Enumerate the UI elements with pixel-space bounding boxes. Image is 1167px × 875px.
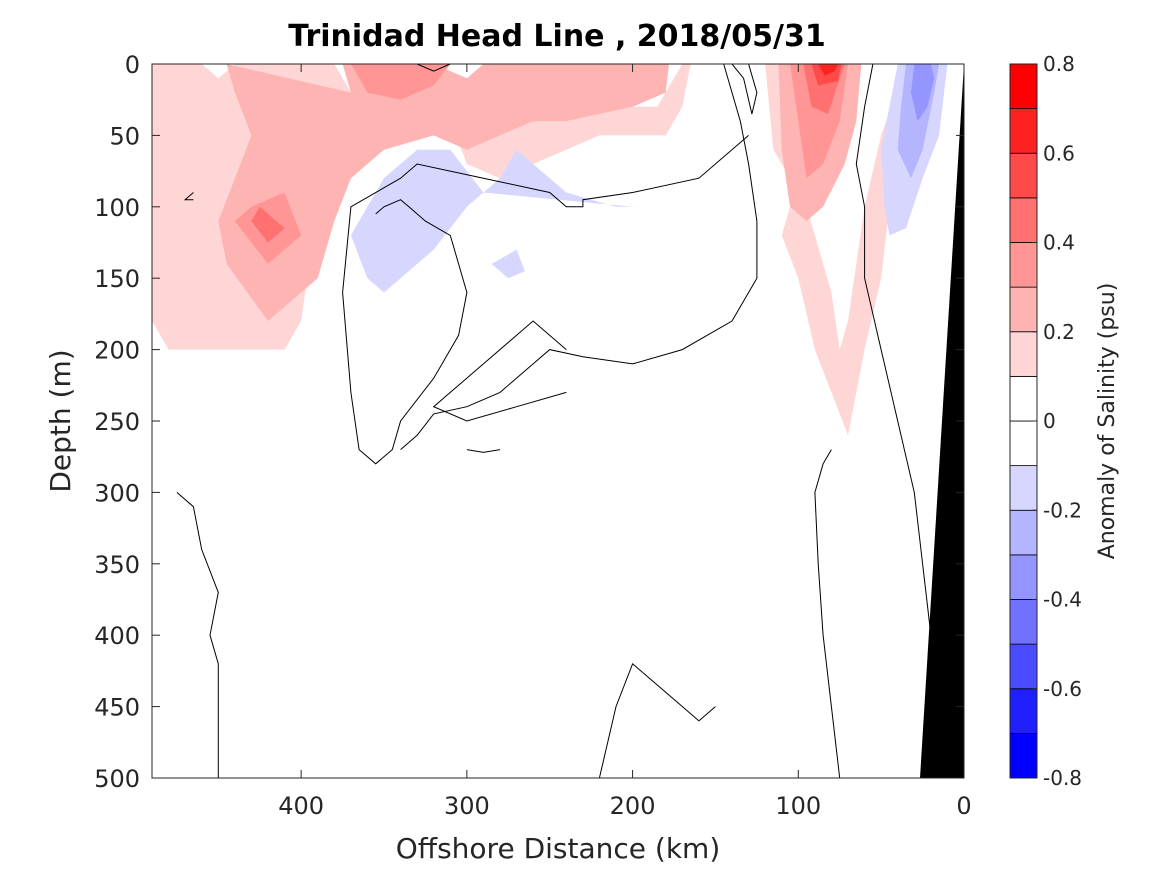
salinity-region-15 — [911, 64, 935, 122]
salinity-region-12 — [375, 206, 404, 229]
colorbar-band-12 — [1009, 197, 1038, 243]
salinity-region-13 — [491, 249, 525, 279]
salinity-region-11 — [350, 149, 633, 293]
colorbar-band-0 — [1009, 732, 1038, 779]
colorbar-tick-label-3: -0.2 — [1043, 498, 1082, 522]
colorbar-band-10 — [1009, 286, 1038, 333]
y-axis-label: Depth (m) — [44, 349, 77, 492]
colorbar-band-15 — [1009, 63, 1038, 110]
filled-contour-regions — [152, 64, 948, 436]
colorbar-band-4 — [1009, 554, 1038, 600]
seafloor-topography — [920, 64, 964, 778]
x-axis-ticks: 400 300 200 100 0 — [278, 64, 972, 820]
chart-title: Trinidad Head Line , 2018/05/31 — [288, 19, 825, 54]
zero-contour-2 — [400, 64, 758, 450]
colorbar-tick-label-0: -0.8 — [1043, 766, 1082, 790]
colorbar-tick-label-6: 0.4 — [1043, 231, 1075, 255]
colorbar-band-9 — [1009, 331, 1038, 377]
zero-contour-1 — [342, 135, 749, 465]
x-tick-label-1: 300 — [444, 792, 490, 820]
colorbar-band-7 — [1009, 420, 1038, 467]
y-tick-label-1: 50 — [109, 122, 140, 150]
zero-contour-3 — [416, 64, 451, 72]
colorbar-band-2 — [1009, 643, 1038, 690]
colorbar: -0.8 -0.6 -0.4 -0.2 0 0.2 0.4 0.6 0.8 — [1009, 52, 1082, 790]
colorbar-tick-label-5: 0.2 — [1043, 320, 1075, 344]
colorbar-band-5 — [1009, 509, 1038, 556]
y-tick-label-6: 300 — [94, 479, 140, 507]
colorbar-label: Anomaly of Salinity (psu) — [1095, 283, 1120, 560]
zero-contour-lines — [176, 64, 932, 778]
zero-contour-7 — [432, 320, 567, 422]
colorbar-tick-label-2: -0.4 — [1043, 588, 1082, 612]
zero-contour-10 — [466, 449, 501, 453]
y-tick-label-9: 450 — [94, 694, 140, 722]
colorbar-tick-label-8: 0.8 — [1043, 52, 1075, 76]
colorbar-band-8 — [1009, 375, 1038, 422]
zero-contour-9 — [814, 449, 841, 778]
y-tick-label-8: 400 — [94, 622, 140, 650]
salinity-region-1 — [218, 64, 670, 321]
colorbar-band-13 — [1009, 152, 1038, 199]
zero-contour-5 — [183, 192, 194, 201]
x-tick-label-3: 100 — [775, 792, 821, 820]
zero-contour-8 — [598, 662, 716, 778]
salinity-region-9 — [818, 64, 839, 76]
colorbar-band-1 — [1009, 688, 1038, 734]
zero-contour-4 — [176, 492, 219, 778]
y-axis-ticks: 0 50 100 150 200 250 300 350 400 450 500 — [94, 51, 964, 793]
colorbar-tick-label-1: -0.6 — [1043, 677, 1082, 701]
plot-area — [152, 64, 964, 778]
y-tick-label-7: 350 — [94, 551, 140, 579]
y-tick-label-5: 250 — [94, 408, 140, 436]
y-tick-label-4: 200 — [94, 337, 140, 365]
zero-contour-0 — [731, 64, 758, 115]
colorbar-band-11 — [1009, 242, 1038, 288]
colorbar-tick-label-7: 0.6 — [1043, 141, 1075, 165]
y-tick-label-2: 100 — [94, 194, 140, 222]
x-tick-label-2: 200 — [610, 792, 656, 820]
salinity-region-6 — [251, 206, 285, 243]
colorbar-tick-label-4: 0 — [1043, 409, 1056, 433]
colorbar-band-6 — [1009, 465, 1038, 511]
y-tick-label-0: 0 — [125, 51, 140, 79]
colorbar-band-14 — [1009, 108, 1038, 154]
y-tick-label-10: 500 — [94, 765, 140, 793]
x-tick-label-0: 400 — [278, 792, 324, 820]
colorbar-band-3 — [1009, 599, 1038, 645]
x-tick-label-4: 0 — [956, 792, 971, 820]
y-tick-label-3: 150 — [94, 265, 140, 293]
salinity-region-3 — [350, 64, 451, 100]
x-axis-label: Offshore Distance (km) — [396, 832, 721, 865]
